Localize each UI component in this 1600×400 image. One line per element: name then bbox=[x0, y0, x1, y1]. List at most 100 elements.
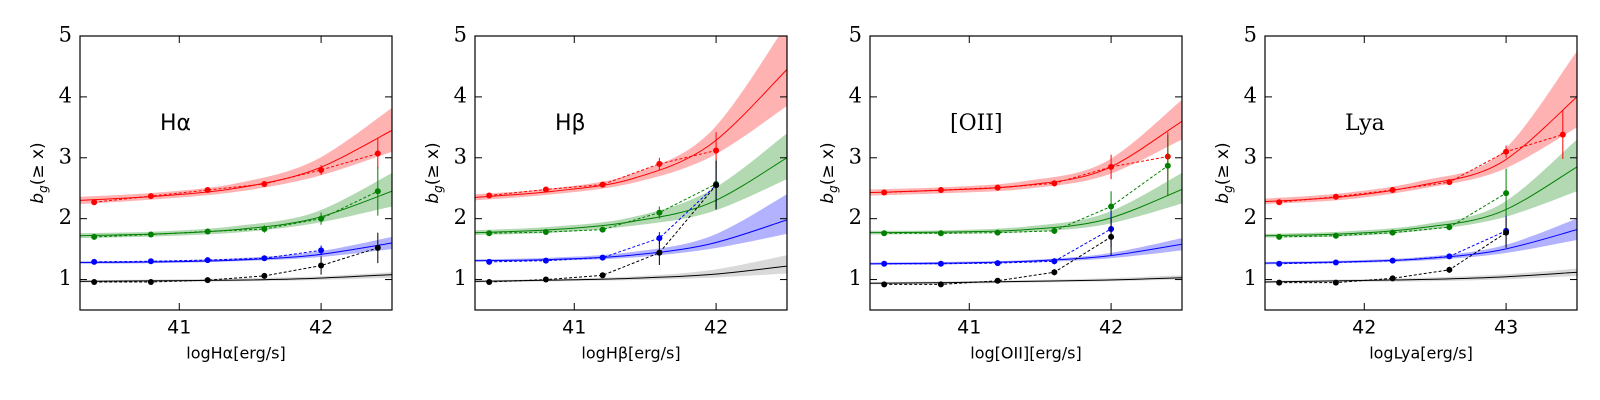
fit-band bbox=[475, 36, 787, 201]
data-point bbox=[1276, 199, 1283, 206]
data-point bbox=[1503, 148, 1510, 155]
y-tick-label: 3 bbox=[1244, 144, 1257, 168]
data-point bbox=[261, 272, 268, 279]
data-point bbox=[1503, 229, 1510, 236]
data-point bbox=[1389, 187, 1396, 194]
data-point bbox=[937, 281, 944, 288]
data-line bbox=[489, 184, 717, 263]
annotation: Hα bbox=[160, 111, 191, 136]
data-point bbox=[1332, 193, 1339, 200]
data-point bbox=[204, 187, 211, 194]
fit-band bbox=[870, 238, 1182, 265]
data-point bbox=[1108, 203, 1115, 210]
data-point bbox=[147, 231, 154, 238]
data-line bbox=[94, 190, 379, 238]
data-point bbox=[881, 281, 888, 288]
fit-line bbox=[475, 219, 787, 262]
x-tick-label: 41 bbox=[562, 317, 586, 339]
data-point bbox=[374, 244, 381, 251]
data-point bbox=[713, 182, 720, 189]
y-axis-label: bg(≥ x) bbox=[1213, 142, 1235, 203]
fit-band bbox=[475, 133, 787, 236]
data-point bbox=[599, 272, 606, 279]
data-line bbox=[884, 236, 1112, 285]
y-tick-label: 4 bbox=[59, 83, 72, 107]
fit-band bbox=[870, 173, 1182, 235]
data-point bbox=[994, 260, 1001, 267]
x-tick-label: 42 bbox=[309, 317, 333, 339]
x-axis-label: logHβ[erg/s] bbox=[581, 344, 680, 363]
y-axis-label: bg(≥ x) bbox=[423, 142, 445, 203]
fit-line bbox=[80, 242, 392, 264]
data-line bbox=[884, 165, 1169, 234]
fit-line bbox=[1265, 166, 1577, 237]
fit-line bbox=[475, 69, 787, 198]
fit-band bbox=[80, 107, 392, 205]
data-point bbox=[599, 226, 606, 233]
data-point bbox=[1051, 180, 1058, 187]
fit-band bbox=[80, 173, 392, 239]
y-tick-label: 4 bbox=[1244, 83, 1257, 107]
data-line bbox=[1279, 230, 1507, 265]
x-tick-label: 41 bbox=[167, 317, 191, 339]
data-point bbox=[204, 257, 211, 264]
fit-line bbox=[475, 157, 787, 234]
data-point bbox=[656, 235, 663, 242]
fit-line bbox=[80, 190, 392, 237]
plot-area bbox=[475, 36, 787, 285]
data-point bbox=[261, 255, 268, 262]
x-axis-label: logHα[erg/s] bbox=[186, 344, 285, 363]
data-point bbox=[994, 184, 1001, 191]
data-point bbox=[656, 160, 663, 167]
fit-band bbox=[80, 272, 392, 283]
data-point bbox=[1332, 232, 1339, 239]
fit-band bbox=[475, 255, 787, 283]
data-point bbox=[881, 189, 888, 196]
y-axis-label: bg(≥ x) bbox=[28, 142, 50, 203]
y-tick-label: 5 bbox=[59, 23, 72, 47]
data-point bbox=[318, 262, 325, 269]
data-line bbox=[1279, 192, 1507, 238]
fit-band bbox=[870, 99, 1182, 196]
data-point bbox=[1108, 163, 1115, 170]
data-point bbox=[1389, 257, 1396, 264]
y-tick-label: 2 bbox=[454, 205, 467, 229]
data-point bbox=[1332, 259, 1339, 266]
data-point bbox=[147, 193, 154, 200]
data-point bbox=[881, 230, 888, 237]
y-tick-label: 3 bbox=[454, 144, 467, 168]
y-axis-label: bg(≥ x) bbox=[818, 142, 840, 203]
axes-frame bbox=[1264, 35, 1578, 311]
axes-frame bbox=[79, 35, 393, 311]
x-tick-label: 41 bbox=[957, 317, 981, 339]
y-tick-label: 4 bbox=[454, 83, 467, 107]
x-tick-label: 42 bbox=[1352, 317, 1376, 339]
axes-frame bbox=[474, 35, 788, 311]
data-line bbox=[884, 228, 1112, 265]
data-point bbox=[91, 233, 98, 240]
y-tick-label: 1 bbox=[1244, 266, 1257, 290]
plot-area bbox=[1265, 51, 1577, 286]
data-point bbox=[147, 278, 154, 285]
y-tick-label: 5 bbox=[1244, 23, 1257, 47]
data-point bbox=[542, 186, 549, 193]
data-point bbox=[542, 257, 549, 264]
data-point bbox=[261, 180, 268, 187]
data-line bbox=[94, 153, 378, 203]
y-tick-label: 2 bbox=[1244, 205, 1257, 229]
y-tick-label: 3 bbox=[59, 144, 72, 168]
data-point bbox=[204, 277, 211, 284]
data-point bbox=[1446, 266, 1453, 273]
data-point bbox=[1446, 224, 1453, 231]
x-axis-label: log[OII][erg/s] bbox=[970, 344, 1081, 363]
x-tick-label: 42 bbox=[704, 317, 728, 339]
data-point bbox=[486, 278, 493, 285]
data-line bbox=[94, 249, 322, 263]
x-tick-label: 42 bbox=[1099, 317, 1123, 339]
data-point bbox=[261, 226, 268, 233]
x-tick-label: 43 bbox=[1494, 317, 1518, 339]
fit-band bbox=[1265, 218, 1577, 265]
data-line bbox=[489, 183, 717, 234]
data-point bbox=[1276, 233, 1283, 240]
